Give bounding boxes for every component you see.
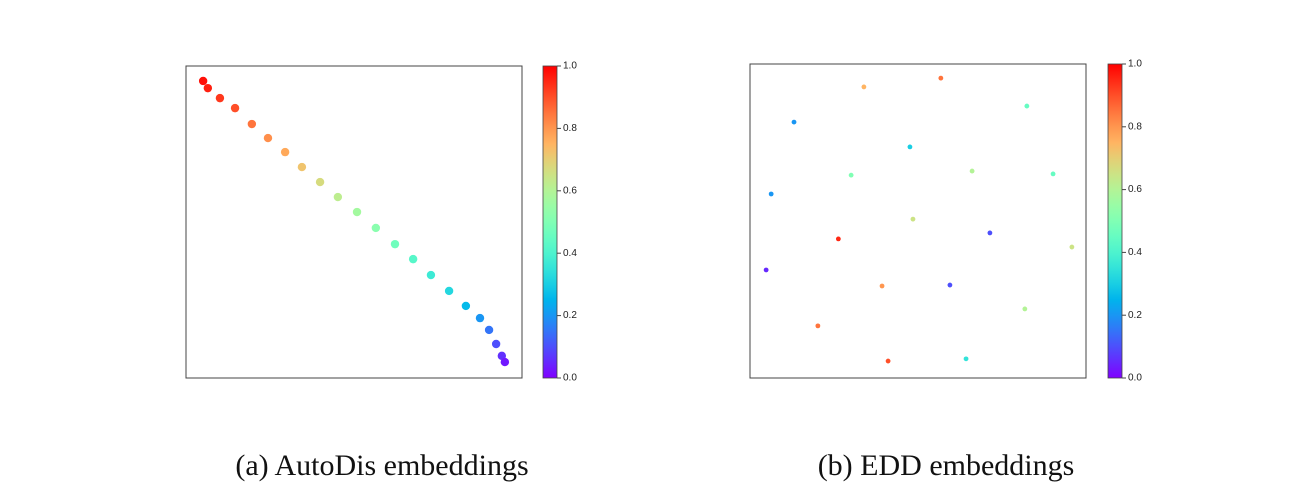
point [768,191,774,197]
point [835,236,841,242]
point [484,325,494,335]
colorbar-tick-label: 0.2 [1128,310,1142,321]
point [444,286,454,296]
colorbar-tick-label: 0.4 [563,248,577,259]
colorbar [542,65,558,379]
point [969,168,975,174]
point [861,84,867,90]
point [203,83,213,93]
caption: (b) EDD embeddings [818,449,1075,482]
point [390,239,400,249]
point [408,254,418,264]
colorbar-tick-label: 1.0 [1128,59,1142,70]
point [247,119,257,129]
point [263,133,273,143]
point [426,270,436,280]
point [198,76,208,86]
plot-frame [749,63,1087,379]
plot-frame [185,65,523,379]
point [461,301,471,311]
colorbar-tick-label: 0.0 [1128,373,1142,384]
point [1022,306,1028,312]
point [1069,244,1075,250]
point [315,177,325,187]
point [848,172,854,178]
caption: (a) AutoDis embeddings [235,449,528,482]
colorbar [1107,63,1123,379]
point [497,351,507,361]
point [879,283,885,289]
point [938,75,944,81]
colorbar-tick-label: 0.4 [1128,247,1142,258]
point [885,358,891,364]
colorbar-tick-label: 0.8 [1128,121,1142,132]
colorbar-tick-label: 1.0 [563,61,577,72]
point [352,207,362,217]
point [280,147,290,157]
point [987,230,993,236]
point [907,144,913,150]
point [947,282,953,288]
point [910,216,916,222]
point [475,313,485,323]
point [763,267,769,273]
point [297,162,307,172]
point [333,192,343,202]
point [491,339,501,349]
point [500,357,510,367]
colorbar-tick-label: 0.2 [563,310,577,321]
point [1050,171,1056,177]
point [215,93,225,103]
point [963,356,969,362]
point [230,103,240,113]
point [815,323,821,329]
colorbar-tick-label: 0.8 [563,123,577,134]
colorbar-tick-label: 0.6 [1128,184,1142,195]
point [371,223,381,233]
colorbar-tick-label: 0.0 [563,373,577,384]
point [1024,103,1030,109]
colorbar-tick-label: 0.6 [563,185,577,196]
point [791,119,797,125]
